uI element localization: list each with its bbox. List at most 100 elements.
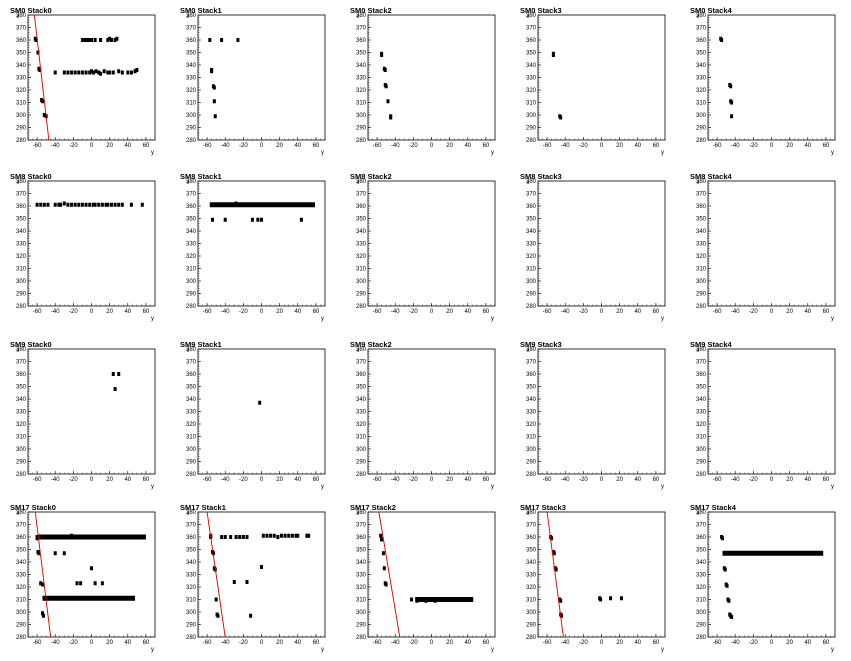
x-tick-label: 60 (653, 309, 660, 315)
y-tick-label: 290 (696, 460, 707, 466)
y-axis-title: x (187, 14, 190, 20)
x-tick-label: 60 (313, 309, 320, 315)
y-tick-label: 370 (186, 523, 197, 529)
data-point (216, 613, 220, 618)
x-tick-label: 0 (430, 640, 434, 646)
y-tick-label: 290 (356, 292, 367, 298)
scatter-plot: 280 290 300 310 320 330 340 350 360 370 380 -60 -40 -… (356, 13, 496, 156)
point-band (42, 595, 136, 601)
data-point (249, 613, 253, 618)
y-tick-label: 310 (696, 435, 707, 441)
data-point (208, 38, 212, 42)
x-axis-title: y (151, 484, 154, 490)
y-axis-title: x (697, 180, 700, 186)
x-tick-label: 20 (446, 143, 453, 149)
y-axis-title: x (357, 180, 360, 186)
y-tick-label: 310 (526, 267, 537, 273)
y-tick-label: 310 (16, 101, 27, 107)
data-point (88, 202, 92, 207)
fit-line (33, 14, 50, 141)
y-tick-label: 300 (186, 447, 197, 453)
y-tick-label: 340 (16, 229, 27, 235)
x-axis-title: y (321, 647, 324, 653)
x-tick-label: 40 (124, 640, 131, 646)
y-axis-title: x (187, 348, 190, 354)
data-point (99, 71, 103, 76)
x-axis-title: y (151, 150, 154, 156)
y-tick-label: 280 (526, 304, 537, 310)
x-tick-label: 40 (294, 640, 301, 646)
data-point (129, 202, 133, 207)
x-axis-title: y (491, 484, 494, 490)
y-tick-label: 360 (186, 535, 197, 541)
y-tick-label: 280 (696, 635, 707, 641)
x-tick-label: 40 (294, 143, 301, 149)
x-tick-label: 20 (276, 309, 283, 315)
data-point (730, 100, 734, 105)
panel-sm17-stack0: SM17 Stack0 280 290 300 310 320 330 340 350 360 37… (0, 497, 170, 661)
x-tick-label: -20 (239, 477, 248, 483)
y-tick-label: 290 (186, 623, 197, 629)
x-tick-label: -60 (33, 640, 42, 646)
x-tick-label: 60 (653, 477, 660, 483)
y-tick-label: 310 (696, 267, 707, 273)
data-point (245, 535, 249, 539)
data-point (104, 202, 108, 207)
data-point (62, 201, 66, 206)
y-axis-title: x (527, 180, 530, 186)
data-point (299, 217, 303, 222)
y-tick-label: 330 (696, 242, 707, 248)
x-axis-title: y (321, 484, 324, 490)
plot-frame (707, 348, 836, 475)
x-tick-label: 0 (90, 309, 94, 315)
panel-title: SM17 Stack3 (520, 503, 566, 512)
y-tick-label: 330 (16, 242, 27, 248)
y-tick-label: 360 (356, 204, 367, 210)
x-axis-title: y (661, 647, 664, 653)
plot-frame (367, 348, 496, 475)
data-point (113, 38, 117, 42)
plot-frame (367, 180, 496, 307)
point-band (415, 597, 474, 602)
data-point (120, 202, 124, 207)
y-tick-label: 310 (16, 435, 27, 441)
panel-title: SM8 Stack2 (350, 172, 392, 181)
y-axis-title: x (697, 511, 700, 517)
panel-title: SM0 Stack1 (180, 6, 222, 15)
x-tick-label: -20 (239, 309, 248, 315)
data-point (64, 535, 68, 539)
x-tick-label: 40 (634, 640, 641, 646)
data-point (41, 613, 45, 618)
x-tick-label: -40 (221, 143, 230, 149)
y-tick-label: 340 (696, 229, 707, 235)
scatter-plot: 280 290 300 310 320 330 340 350 360 370 380 -60 -40 -… (526, 179, 666, 322)
x-tick-label: 40 (804, 143, 811, 149)
x-tick-label: 20 (446, 309, 453, 315)
data-point (386, 99, 390, 104)
x-tick-label: 40 (634, 477, 641, 483)
plot-frame (197, 348, 326, 475)
y-tick-label: 300 (526, 447, 537, 453)
panel-title: SM8 Stack3 (520, 172, 562, 181)
y-tick-label: 320 (526, 254, 537, 260)
data-point (70, 533, 74, 538)
y-tick-label: 330 (16, 573, 27, 579)
scatter-plot: 280 290 300 310 320 330 340 350 360 370 380 -60 -40 -… (356, 347, 496, 490)
data-point (86, 38, 90, 42)
x-tick-label: 60 (143, 640, 150, 646)
data-point (234, 201, 238, 206)
data-point (106, 70, 110, 75)
x-tick-label: -60 (203, 477, 212, 483)
y-tick-label: 300 (526, 279, 537, 285)
y-tick-label: 370 (186, 26, 197, 32)
data-point (46, 202, 50, 207)
data-point (269, 533, 273, 538)
y-tick-label: 280 (186, 635, 197, 641)
fit-line (34, 511, 52, 638)
x-tick-label: 40 (464, 143, 471, 149)
x-tick-label: -40 (561, 143, 570, 149)
data-point (725, 583, 729, 588)
data-point (238, 535, 242, 539)
x-tick-label: 20 (616, 640, 623, 646)
panel-title: SM8 Stack1 (180, 172, 222, 181)
